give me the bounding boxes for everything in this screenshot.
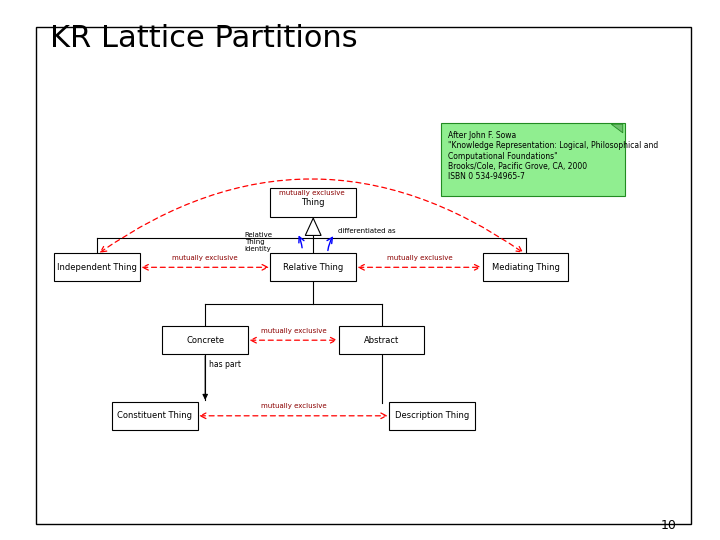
Text: Computational Foundations": Computational Foundations" — [448, 152, 557, 161]
FancyBboxPatch shape — [112, 402, 197, 430]
FancyBboxPatch shape — [441, 123, 625, 196]
FancyBboxPatch shape — [271, 253, 356, 281]
Text: Independent Thing: Independent Thing — [58, 263, 137, 272]
Polygon shape — [305, 218, 321, 235]
FancyBboxPatch shape — [389, 402, 475, 430]
Text: Description Thing: Description Thing — [395, 411, 469, 420]
Text: Constituent Thing: Constituent Thing — [117, 411, 192, 420]
FancyBboxPatch shape — [482, 253, 569, 281]
FancyBboxPatch shape — [36, 27, 691, 524]
Text: Thing: Thing — [302, 198, 325, 207]
Text: Mediating Thing: Mediating Thing — [492, 263, 559, 272]
FancyBboxPatch shape — [271, 188, 356, 217]
Text: mutually exclusive: mutually exclusive — [261, 403, 326, 409]
FancyBboxPatch shape — [55, 253, 140, 281]
Text: differentiated as: differentiated as — [338, 228, 396, 234]
Text: mutually exclusive: mutually exclusive — [279, 190, 344, 196]
Text: ISBN 0 534-94965-7: ISBN 0 534-94965-7 — [448, 172, 525, 181]
FancyBboxPatch shape — [162, 326, 248, 354]
Text: Relative
Thing
identity: Relative Thing identity — [245, 232, 273, 252]
Text: KR Lattice Partitions: KR Lattice Partitions — [50, 24, 358, 53]
Text: mutually exclusive: mutually exclusive — [261, 328, 326, 334]
Text: Relative Thing: Relative Thing — [283, 263, 343, 272]
Text: has part: has part — [209, 360, 240, 369]
Text: "Knowledge Representation: Logical, Philosophical and: "Knowledge Representation: Logical, Phil… — [448, 141, 658, 151]
Text: mutually exclusive: mutually exclusive — [172, 255, 238, 261]
Text: After John F. Sowa: After John F. Sowa — [448, 131, 516, 140]
Text: mutually exclusive: mutually exclusive — [387, 255, 452, 261]
Text: Concrete: Concrete — [186, 336, 224, 345]
Text: Abstract: Abstract — [364, 336, 399, 345]
Text: Brooks/Cole, Pacific Grove, CA, 2000: Brooks/Cole, Pacific Grove, CA, 2000 — [448, 162, 587, 171]
Polygon shape — [611, 124, 623, 133]
FancyBboxPatch shape — [339, 326, 425, 354]
Text: 10: 10 — [661, 519, 677, 532]
